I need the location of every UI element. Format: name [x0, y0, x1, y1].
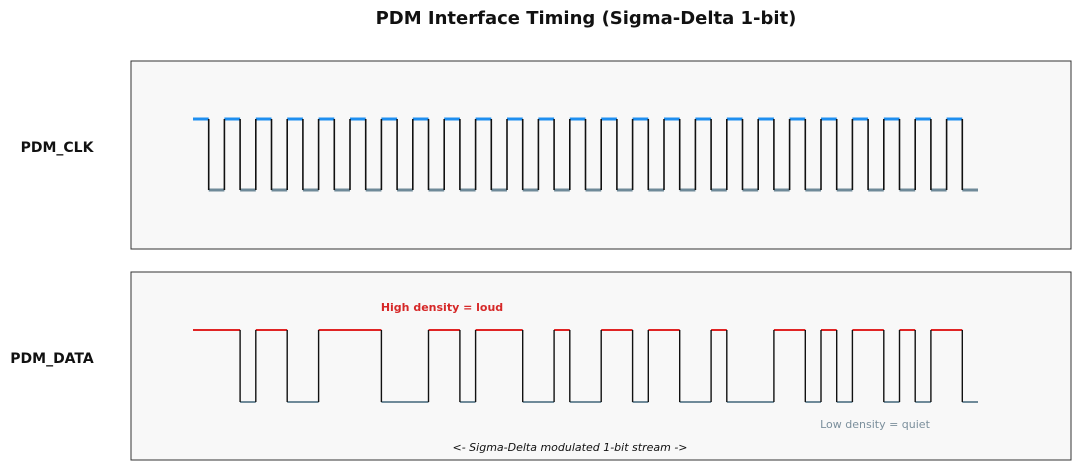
low-density-annotation: Low density = quiet [820, 418, 930, 431]
diagram-title: PDM Interface Timing (Sigma-Delta 1-bit) [376, 8, 797, 29]
data-waveform [193, 329, 978, 403]
clk-signal-label: PDM_CLK [21, 140, 95, 156]
clk-waveform [193, 117, 978, 192]
data-signal-label: PDM_DATA [10, 351, 94, 367]
stream-annotation: <- Sigma-Delta modulated 1-bit stream -> [452, 441, 687, 454]
high-density-annotation: High density = loud [381, 301, 503, 314]
